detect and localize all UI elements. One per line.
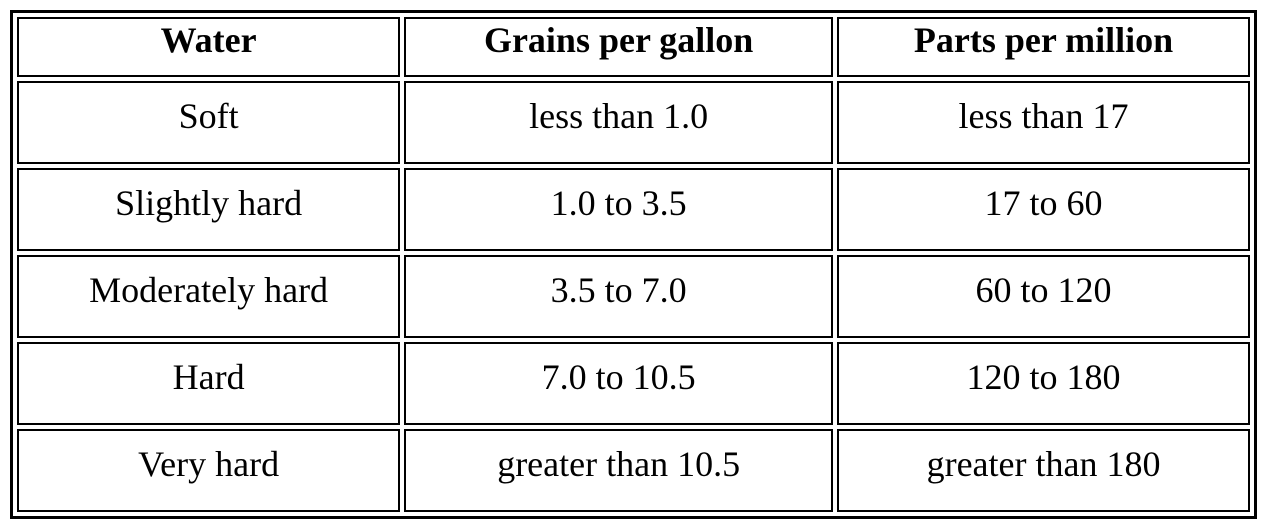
table-cell: 7.0 to 10.5 xyxy=(404,342,833,425)
table-cell: Moderately hard xyxy=(17,255,400,338)
header-cell: Grains per gallon xyxy=(404,17,833,77)
table-row: Moderately hard3.5 to 7.060 to 120 xyxy=(17,255,1250,338)
table-cell: Hard xyxy=(17,342,400,425)
table-cell: less than 17 xyxy=(837,81,1250,164)
table-row: Softless than 1.0less than 17 xyxy=(17,81,1250,164)
header-row: WaterGrains per gallonParts per million xyxy=(17,17,1250,77)
hardness-table: WaterGrains per gallonParts per million … xyxy=(10,10,1257,519)
table-cell: Very hard xyxy=(17,429,400,512)
table-body: Softless than 1.0less than 17Slightly ha… xyxy=(17,81,1250,512)
header-cell: Parts per million xyxy=(837,17,1250,77)
table-row: Slightly hard1.0 to 3.517 to 60 xyxy=(17,168,1250,251)
table-cell: Soft xyxy=(17,81,400,164)
table-cell: Slightly hard xyxy=(17,168,400,251)
table-cell: 120 to 180 xyxy=(837,342,1250,425)
table-cell: 17 to 60 xyxy=(837,168,1250,251)
header-cell: Water xyxy=(17,17,400,77)
table-cell: greater than 180 xyxy=(837,429,1250,512)
table-row: Hard7.0 to 10.5120 to 180 xyxy=(17,342,1250,425)
table-row: Very hardgreater than 10.5greater than 1… xyxy=(17,429,1250,512)
table-cell: 1.0 to 3.5 xyxy=(404,168,833,251)
table-cell: 60 to 120 xyxy=(837,255,1250,338)
table-cell: 3.5 to 7.0 xyxy=(404,255,833,338)
table-cell: greater than 10.5 xyxy=(404,429,833,512)
table-cell: less than 1.0 xyxy=(404,81,833,164)
